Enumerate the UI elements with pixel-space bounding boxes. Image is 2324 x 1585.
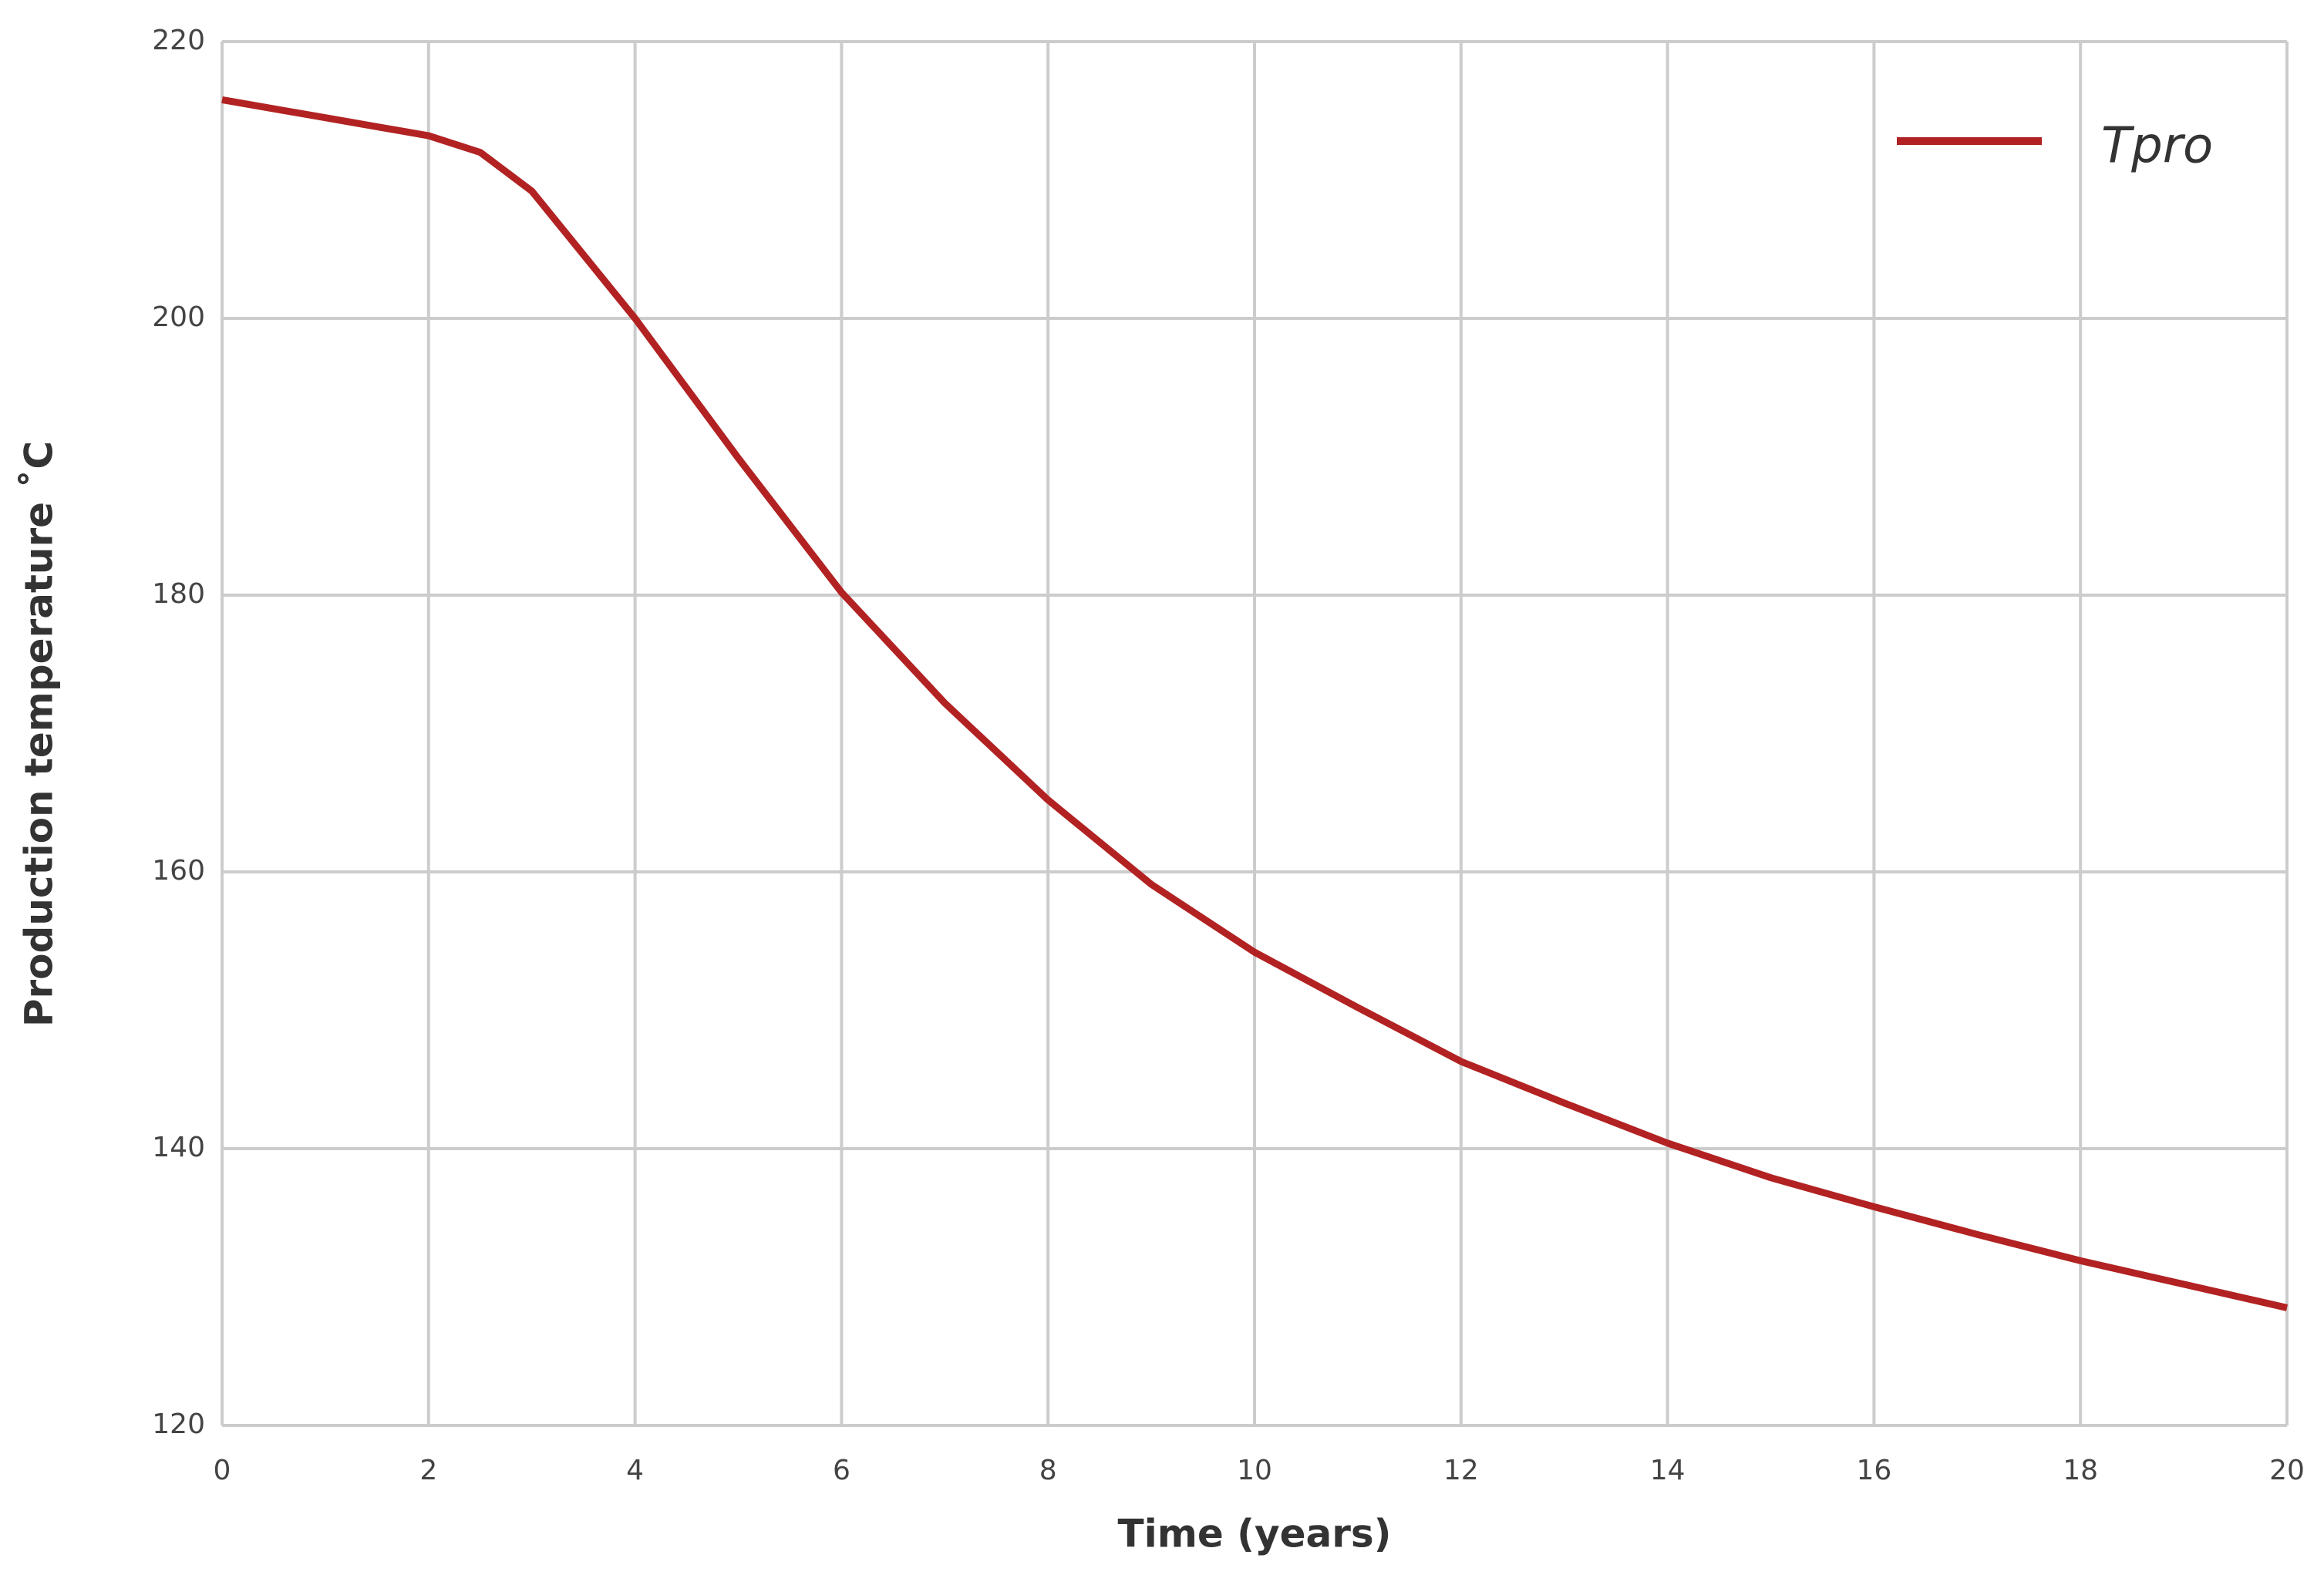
x-tick-label: 0 [214, 1455, 231, 1486]
y-tick-label: 180 [152, 578, 205, 610]
x-axis-label: Time (years) [1117, 1512, 1391, 1556]
x-tick-label: 16 [1856, 1455, 1891, 1486]
x-tick-label: 10 [1237, 1455, 1272, 1486]
x-tick-label: 6 [833, 1455, 850, 1486]
y-tick-label: 120 [152, 1408, 205, 1440]
y-tick-label: 140 [152, 1132, 205, 1163]
line [221, 96, 2289, 1311]
x-tick-label: 4 [626, 1455, 644, 1486]
y-tick-label: 160 [152, 855, 205, 887]
y-tick-label: 220 [152, 25, 205, 56]
legend-label: Tpro [2101, 118, 2213, 175]
x-tick-label: 8 [1039, 1455, 1057, 1486]
y-axis-label: Production temperature ˚C [17, 441, 62, 1027]
x-tick-label: 20 [2269, 1455, 2305, 1486]
y-tick-label: 200 [152, 301, 205, 333]
x-tick-label: 14 [1650, 1455, 1686, 1486]
x-tick-label: 12 [1443, 1455, 1479, 1486]
x-tick-label: 2 [419, 1455, 437, 1486]
x-tick-label: 18 [2063, 1455, 2098, 1486]
